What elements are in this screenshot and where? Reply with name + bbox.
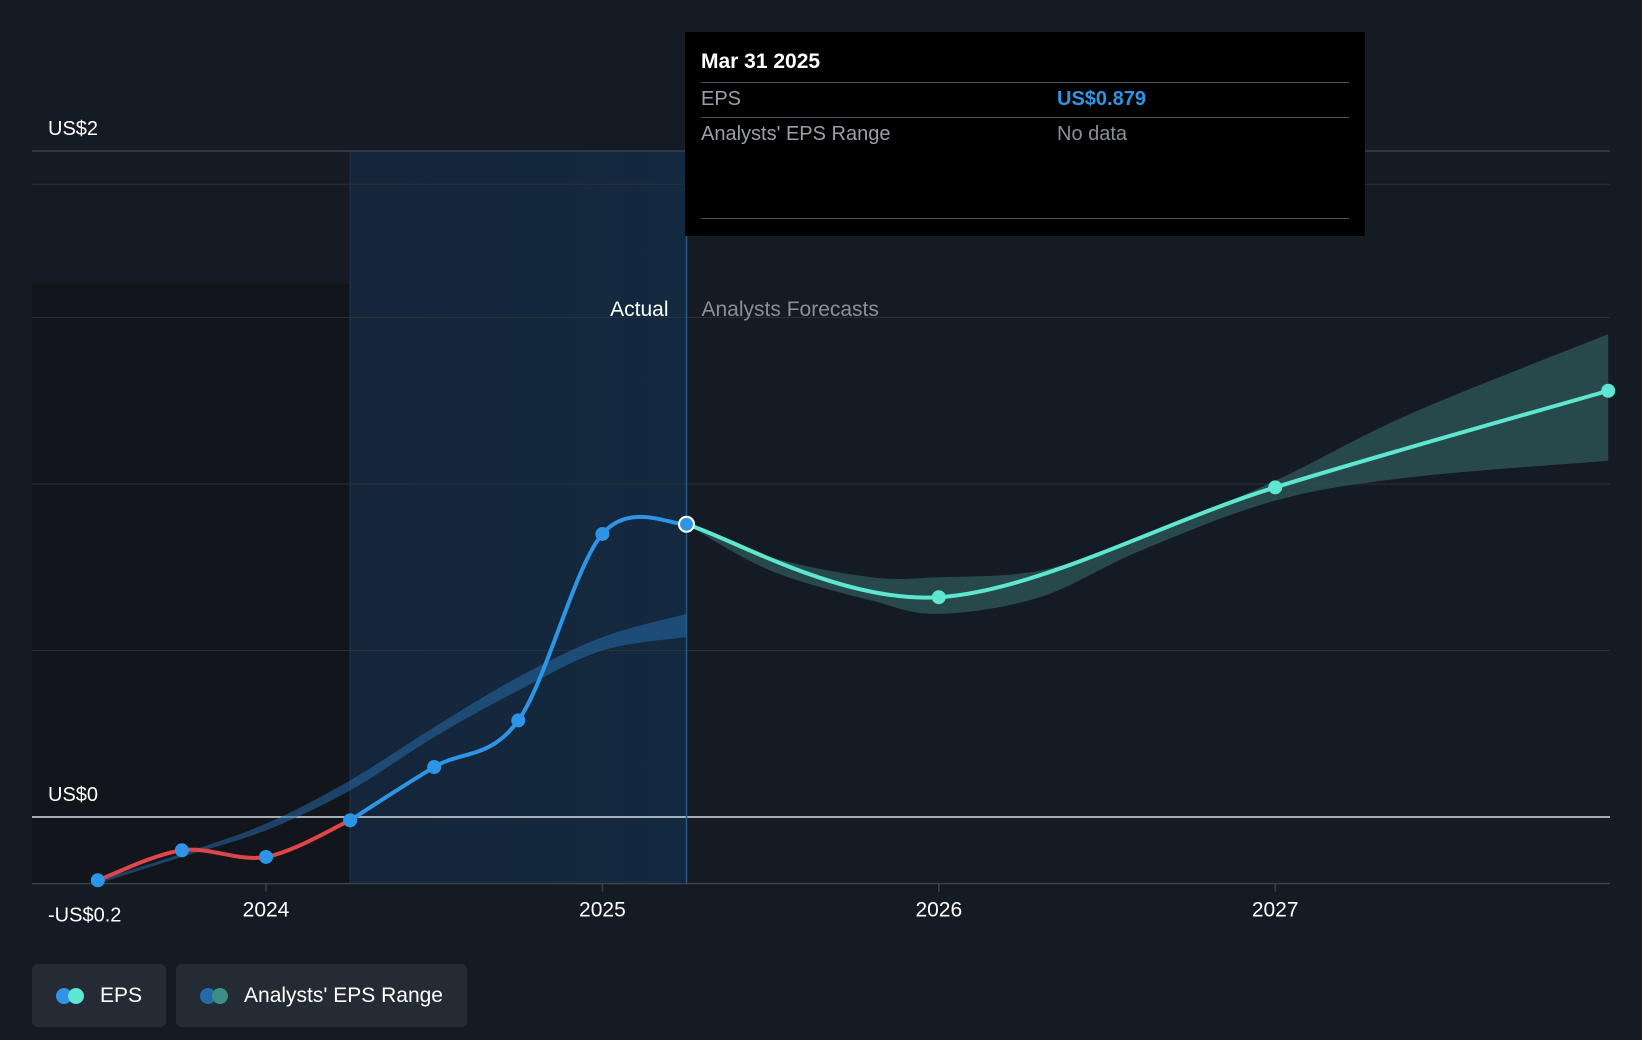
forecast-label: Analysts Forecasts xyxy=(702,298,879,321)
tooltip-divider xyxy=(701,218,1349,219)
eps-actual-point xyxy=(595,526,610,541)
eps-actual-point xyxy=(511,713,526,728)
x-tick-label: 2025 xyxy=(579,899,626,922)
eps-actual-point xyxy=(343,813,358,828)
tooltip-range-row: Analysts' EPS Range No data xyxy=(701,117,1349,152)
x-axis-labels: 2024 2025 2026 2027 xyxy=(243,883,1299,922)
eps-forecast-point xyxy=(931,590,946,605)
actual-label: Actual xyxy=(610,298,668,321)
tooltip-eps-value: US$0.879 xyxy=(1057,88,1146,110)
forecast-range-band xyxy=(686,334,1609,614)
x-tick-label: 2027 xyxy=(1252,899,1299,922)
tooltip-range-value: No data xyxy=(1057,123,1128,145)
x-tick-label: 2026 xyxy=(915,899,962,922)
eps-lines xyxy=(95,388,1611,883)
y-tick-label: US$2 xyxy=(48,118,98,140)
past-region-bg xyxy=(32,284,350,884)
eps-current-point xyxy=(678,515,695,533)
eps-tooltip: Mar 31 2025 EPS US$0.879 Analysts' EPS R… xyxy=(685,32,1365,236)
eps-forecast-point xyxy=(1268,480,1283,495)
range-legend-icon xyxy=(200,987,230,1005)
legend-range-label: Analysts' EPS Range xyxy=(244,983,443,1007)
y-tick-label: -US$0.2 xyxy=(48,905,121,927)
legend-range-button[interactable]: Analysts' EPS Range xyxy=(176,964,467,1027)
tooltip-range-label: Analysts' EPS Range xyxy=(701,123,891,145)
eps-actual-point xyxy=(90,873,105,888)
eps-legend-icon xyxy=(56,987,86,1005)
y-tick-label: US$0 xyxy=(48,784,98,806)
tooltip-eps-row: EPS US$0.879 xyxy=(701,82,1349,117)
eps-forecast-line xyxy=(684,388,1611,600)
eps-chart: US$2US$0-US$0.2 2024 2025 2026 2027 Actual … xyxy=(32,118,1616,927)
eps-actual-line xyxy=(348,515,689,823)
legend-eps-button[interactable]: EPS xyxy=(32,964,167,1027)
eps-markers xyxy=(90,383,1616,888)
legend-eps-label: EPS xyxy=(100,983,143,1007)
tooltip-date: Mar 31 2025 xyxy=(701,50,821,73)
eps-forecast-point xyxy=(1601,383,1616,398)
range-bands xyxy=(97,334,1609,884)
past-estimate-band xyxy=(97,613,687,884)
eps-actual-point xyxy=(427,760,442,775)
x-tick-label: 2024 xyxy=(243,899,290,922)
tooltip-eps-label: EPS xyxy=(701,88,742,110)
eps-actual-point xyxy=(259,849,273,864)
y-axis-labels: US$2 US$0 -US$0.2 xyxy=(48,118,121,927)
eps-negative-line xyxy=(95,818,353,883)
chart-legend: EPS Analysts' EPS Range xyxy=(32,964,467,1027)
eps-actual-point xyxy=(174,843,189,858)
